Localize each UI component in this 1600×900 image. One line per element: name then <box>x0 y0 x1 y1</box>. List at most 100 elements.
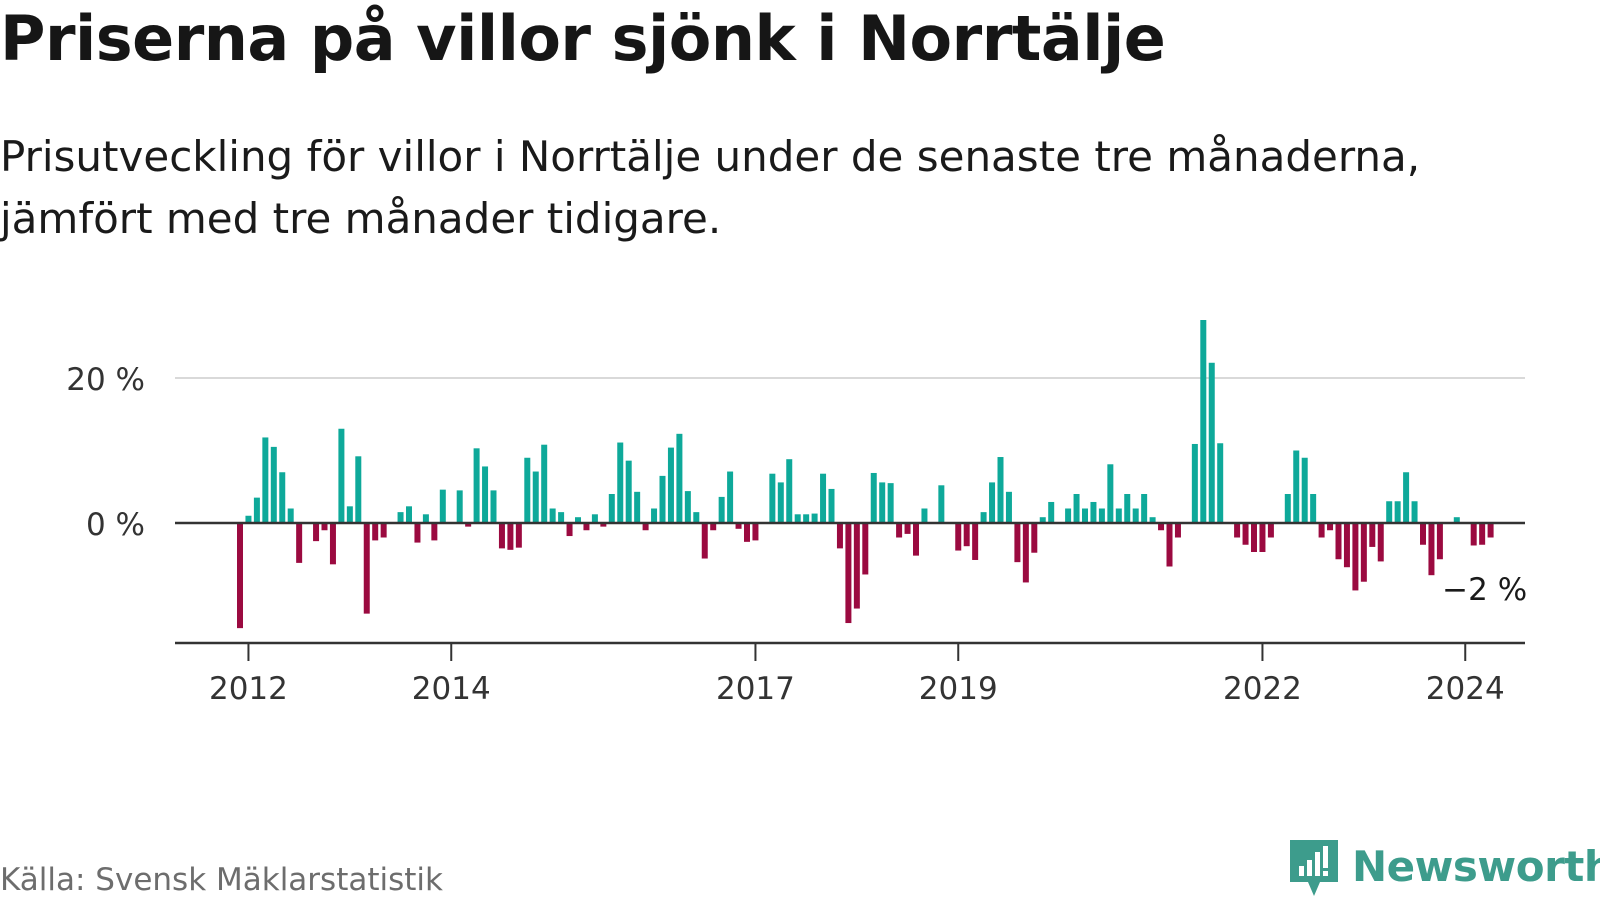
bar <box>794 514 801 523</box>
bar <box>693 512 700 524</box>
bar <box>549 508 556 523</box>
bar <box>1124 494 1131 523</box>
bar <box>904 523 911 534</box>
bar <box>625 460 632 523</box>
bar <box>1411 501 1418 523</box>
bar <box>380 523 387 538</box>
bar <box>1428 523 1435 576</box>
bar <box>1141 494 1148 523</box>
bar <box>313 523 320 542</box>
bar <box>329 523 336 565</box>
brand-name: Newsworthy <box>1352 842 1600 891</box>
x-tick-label: 2019 <box>919 671 998 707</box>
bar <box>1420 523 1426 545</box>
bar <box>870 472 877 523</box>
chart-title: Priserna på villor sjönk i Norrtälje <box>0 2 1166 75</box>
bar <box>701 523 708 559</box>
bar <box>777 482 784 523</box>
bar <box>938 485 945 523</box>
bar <box>600 523 607 527</box>
bar <box>270 446 277 524</box>
bar <box>955 523 962 551</box>
x-tick-label: 2014 <box>412 671 491 707</box>
bar <box>1479 523 1486 545</box>
bar <box>1301 457 1308 523</box>
bar <box>245 515 252 523</box>
bar <box>718 496 725 523</box>
bar <box>397 512 404 524</box>
bar <box>684 491 691 523</box>
bar <box>1234 523 1241 538</box>
x-tick-label: 2017 <box>716 671 795 707</box>
brand-logo: Newsworthy <box>1290 840 1600 900</box>
bar <box>1403 472 1410 523</box>
bar <box>532 471 539 523</box>
bar <box>1318 523 1325 538</box>
bar <box>1022 523 1029 583</box>
bar <box>1369 523 1376 547</box>
bar <box>507 523 514 550</box>
bar <box>786 459 793 523</box>
bar <box>913 523 919 556</box>
bar <box>963 523 970 547</box>
bar <box>524 457 531 523</box>
bar <box>1082 508 1088 523</box>
bar <box>803 514 810 523</box>
bar <box>667 447 674 523</box>
bar <box>287 508 294 523</box>
bar <box>439 489 446 523</box>
bar <box>1267 523 1274 538</box>
bar <box>1039 517 1046 523</box>
source-note: Källa: Svensk Mäklarstatistik <box>0 862 443 898</box>
x-tick-label: 2022 <box>1223 671 1302 707</box>
bar <box>253 497 260 524</box>
bar <box>752 523 759 541</box>
bar <box>473 448 480 523</box>
bar <box>1200 320 1207 523</box>
bar <box>1242 523 1249 545</box>
bar <box>414 523 421 543</box>
bar <box>406 506 412 523</box>
bar <box>1487 523 1494 538</box>
bar <box>465 523 472 527</box>
bar <box>634 491 641 523</box>
bar <box>1259 523 1266 552</box>
bar <box>811 513 818 523</box>
bars-layer <box>237 320 1494 629</box>
bar <box>338 428 345 523</box>
bar <box>1065 508 1072 523</box>
bar <box>980 512 987 524</box>
bar <box>997 457 1004 523</box>
y-tick-label: 0 % <box>86 507 145 543</box>
bar <box>651 508 658 523</box>
bar <box>676 433 683 523</box>
bar <box>989 482 996 523</box>
bar <box>1386 501 1393 523</box>
bar <box>1377 523 1384 562</box>
bar <box>1360 523 1367 582</box>
bar <box>566 523 573 537</box>
bar <box>1014 523 1021 563</box>
bar <box>735 523 742 529</box>
bar <box>558 512 565 524</box>
bar <box>422 514 429 523</box>
bar <box>659 475 666 524</box>
bar <box>1343 523 1350 568</box>
bar <box>1115 508 1122 523</box>
subtitle-line: jämfört med tre månader tidigare. <box>0 194 722 243</box>
bar <box>1031 523 1038 553</box>
newsworthy-logo-icon <box>1290 840 1338 896</box>
bar <box>1005 491 1012 523</box>
bar <box>896 523 903 538</box>
chart-subtitle: Prisutveckling för villor i Norrtälje un… <box>0 126 1560 250</box>
bar <box>1251 523 1257 552</box>
bar <box>710 523 717 531</box>
bar <box>1191 443 1198 523</box>
axis-layer <box>175 521 1525 661</box>
x-tick-label: 2024 <box>1426 671 1505 707</box>
bar <box>887 483 894 524</box>
bar <box>237 523 243 629</box>
bar <box>1158 523 1165 531</box>
bar <box>1293 450 1300 523</box>
bar <box>1217 443 1224 523</box>
